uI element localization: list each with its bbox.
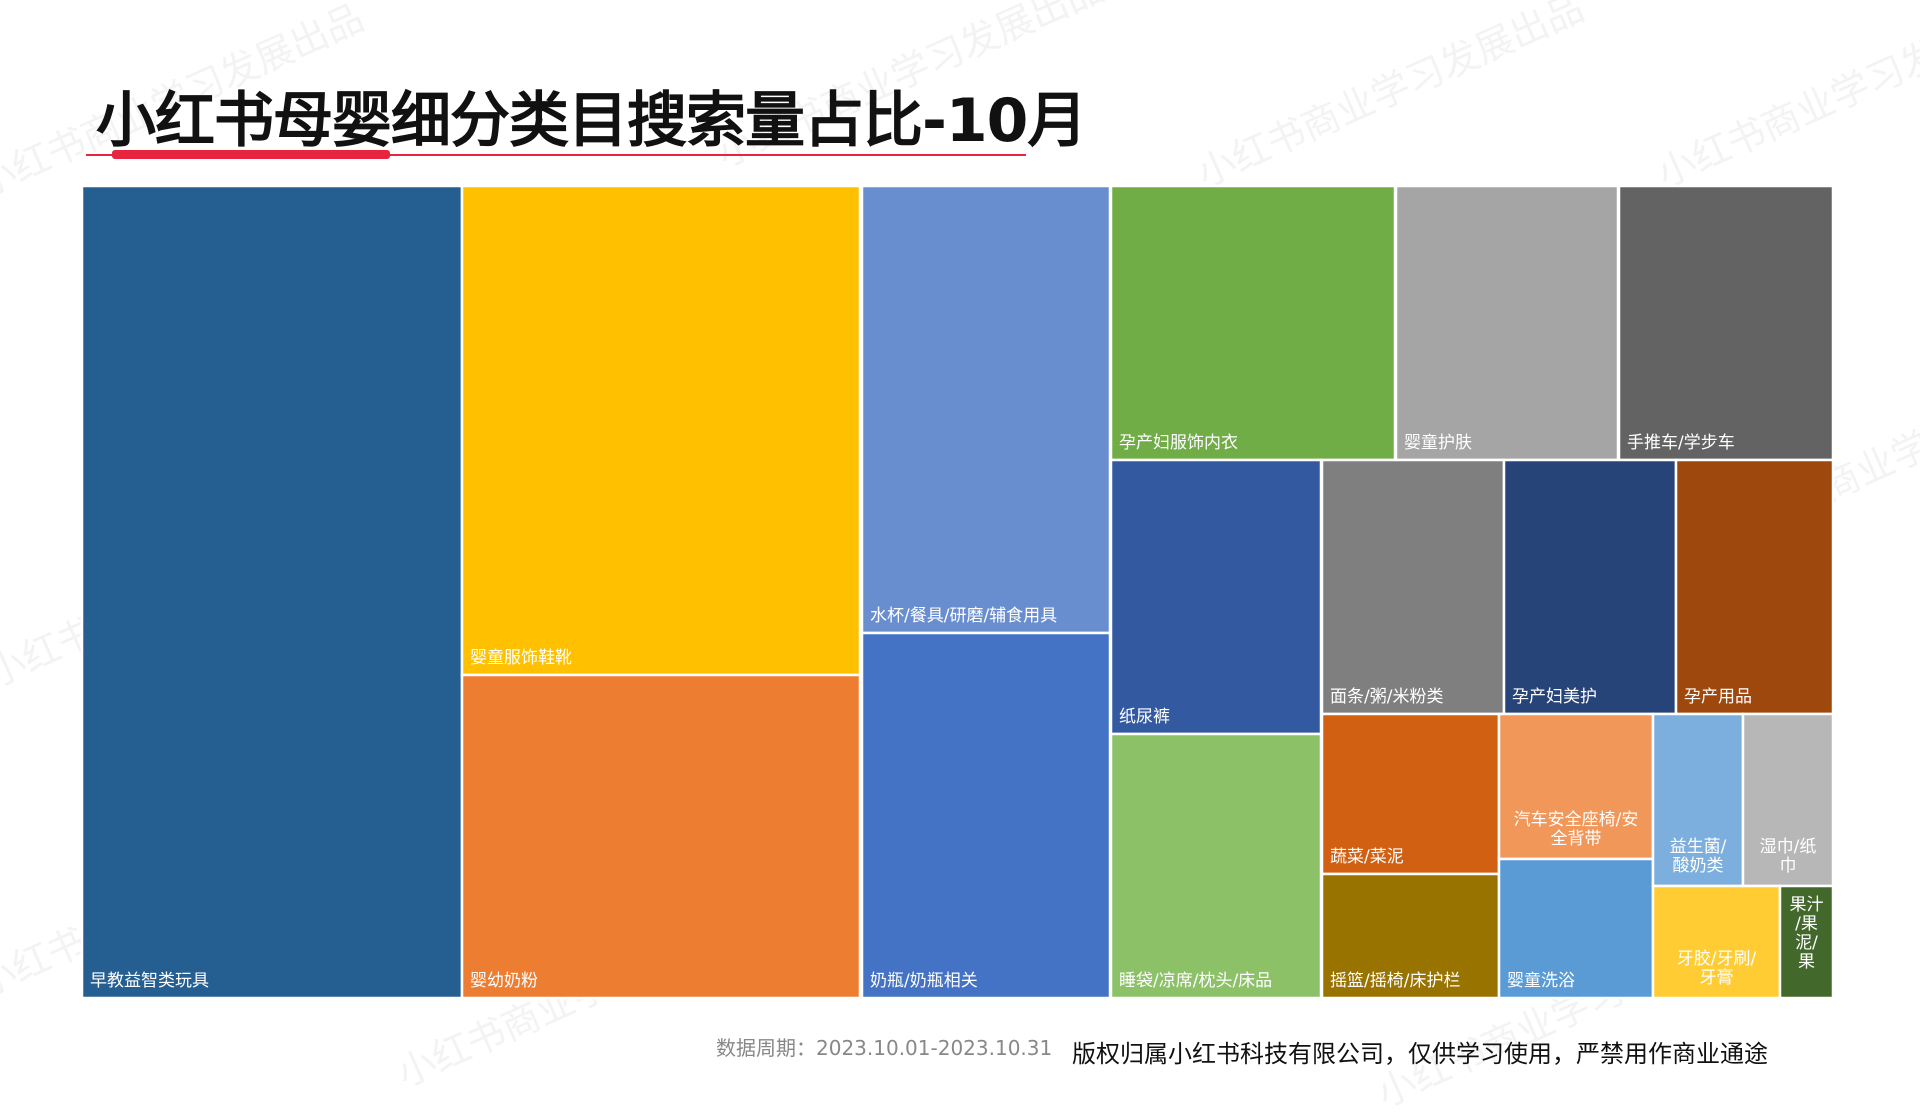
treemap-cell-rect bbox=[1109, 732, 1323, 1000]
treemap-cell-rect bbox=[860, 631, 1112, 1000]
treemap-cell-label: 纸尿裤 bbox=[1119, 707, 1170, 727]
page-title: 小红书母婴细分类目搜索量占比-10月 bbox=[96, 86, 1087, 156]
treemap-cell: 婴童护肤 bbox=[1394, 184, 1620, 462]
treemap-cell-rect bbox=[1109, 458, 1323, 736]
treemap-cell-label: 水杯/餐具/研磨/辅食用具 bbox=[870, 606, 1057, 626]
treemap-cell-rect bbox=[1502, 458, 1678, 716]
treemap-cell-label: 果汁/果泥/果 bbox=[1790, 895, 1824, 972]
treemap-cell: 手推车/学步车 bbox=[1617, 184, 1835, 462]
treemap-cell-label: 面条/粥/米粉类 bbox=[1330, 687, 1443, 707]
treemap-cell: 孕产用品 bbox=[1674, 458, 1835, 716]
treemap-cell-rect bbox=[1320, 458, 1506, 716]
treemap-cell-rect bbox=[1394, 184, 1620, 462]
treemap-cell-label: 汽车安全座椅/安全背带 bbox=[1514, 810, 1639, 849]
treemap-cell-label: 益生菌/酸奶类 bbox=[1670, 837, 1727, 876]
treemap-cell-rect bbox=[1497, 857, 1655, 1000]
treemap-cell-rect bbox=[1109, 184, 1397, 462]
treemap-cell-label: 蔬菜/菜泥 bbox=[1330, 847, 1404, 867]
treemap-cell-label: 婴童服饰鞋靴 bbox=[470, 648, 572, 668]
treemap-cell-label: 孕产妇服饰内衣 bbox=[1119, 433, 1238, 453]
treemap-cell-label: 婴幼奶粉 bbox=[470, 971, 538, 991]
treemap-cell: 水杯/餐具/研磨/辅食用具 bbox=[860, 184, 1112, 635]
treemap-cell-rect bbox=[1651, 884, 1782, 1000]
treemap-cell-label: 早教益智类玩具 bbox=[90, 971, 209, 991]
title-accent-bar bbox=[112, 150, 390, 159]
treemap-cell-rect bbox=[1320, 872, 1501, 1000]
treemap-cell-rect bbox=[860, 184, 1112, 635]
treemap-cell-label: 孕产妇美护 bbox=[1512, 687, 1597, 707]
data-period-note: 数据周期：2023.10.01-2023.10.31 bbox=[716, 1036, 1053, 1060]
treemap-cell-label: 摇篮/摇椅/床护栏 bbox=[1330, 971, 1460, 991]
treemap-cell: 婴童洗浴 bbox=[1497, 857, 1655, 1000]
treemap-cell: 益生菌/酸奶类 bbox=[1651, 712, 1745, 888]
treemap-cell: 奶瓶/奶瓶相关 bbox=[860, 631, 1112, 1000]
treemap-cell: 早教益智类玩具 bbox=[80, 184, 464, 1000]
treemap-cell-label: 婴童护肤 bbox=[1404, 433, 1472, 453]
treemap-cell-rect bbox=[1617, 184, 1835, 462]
treemap-cell-label: 湿巾/纸巾 bbox=[1760, 837, 1817, 876]
treemap-cell-label: 牙胶/牙刷/牙膏 bbox=[1677, 949, 1757, 988]
treemap-cell-label: 睡袋/凉席/枕头/床品 bbox=[1119, 971, 1272, 991]
treemap-cell: 汽车安全座椅/安全背带 bbox=[1497, 712, 1655, 861]
treemap-cell-rect bbox=[1674, 458, 1835, 716]
treemap-cell-rect bbox=[1778, 884, 1835, 1000]
title-underline bbox=[86, 154, 1026, 156]
treemap-cell: 纸尿裤 bbox=[1109, 458, 1323, 736]
treemap-cell-label: 奶瓶/奶瓶相关 bbox=[870, 971, 978, 991]
treemap-cell: 婴童服饰鞋靴 bbox=[460, 184, 862, 677]
treemap-cell-label: 手推车/学步车 bbox=[1627, 433, 1735, 453]
treemap-cell: 孕产妇美护 bbox=[1502, 458, 1678, 716]
treemap-cell: 摇篮/摇椅/床护栏 bbox=[1320, 872, 1501, 1000]
treemap-cell-rect bbox=[460, 184, 862, 677]
treemap-cell-rect bbox=[1320, 712, 1501, 876]
copyright-note: 版权归属小红书科技有限公司，仅供学习使用，严禁用作商业通途 bbox=[1072, 1040, 1768, 1068]
treemap-cell: 孕产妇服饰内衣 bbox=[1109, 184, 1397, 462]
treemap-cell: 婴幼奶粉 bbox=[460, 673, 862, 1000]
treemap-cell-rect bbox=[1741, 712, 1835, 888]
treemap-cell: 牙胶/牙刷/牙膏 bbox=[1651, 884, 1782, 1000]
treemap-cell: 睡袋/凉席/枕头/床品 bbox=[1109, 732, 1323, 1000]
treemap-cell: 蔬菜/菜泥 bbox=[1320, 712, 1501, 876]
treemap-cell-rect bbox=[1651, 712, 1745, 888]
treemap-cell: 面条/粥/米粉类 bbox=[1320, 458, 1506, 716]
treemap-cell-label: 婴童洗浴 bbox=[1507, 971, 1575, 991]
treemap-cell: 湿巾/纸巾 bbox=[1741, 712, 1835, 888]
treemap-cell: 果汁/果泥/果 bbox=[1778, 884, 1835, 1000]
treemap-cell-rect bbox=[80, 184, 464, 1000]
treemap-cell-label: 孕产用品 bbox=[1684, 687, 1752, 707]
treemap-cell-rect bbox=[460, 673, 862, 1000]
